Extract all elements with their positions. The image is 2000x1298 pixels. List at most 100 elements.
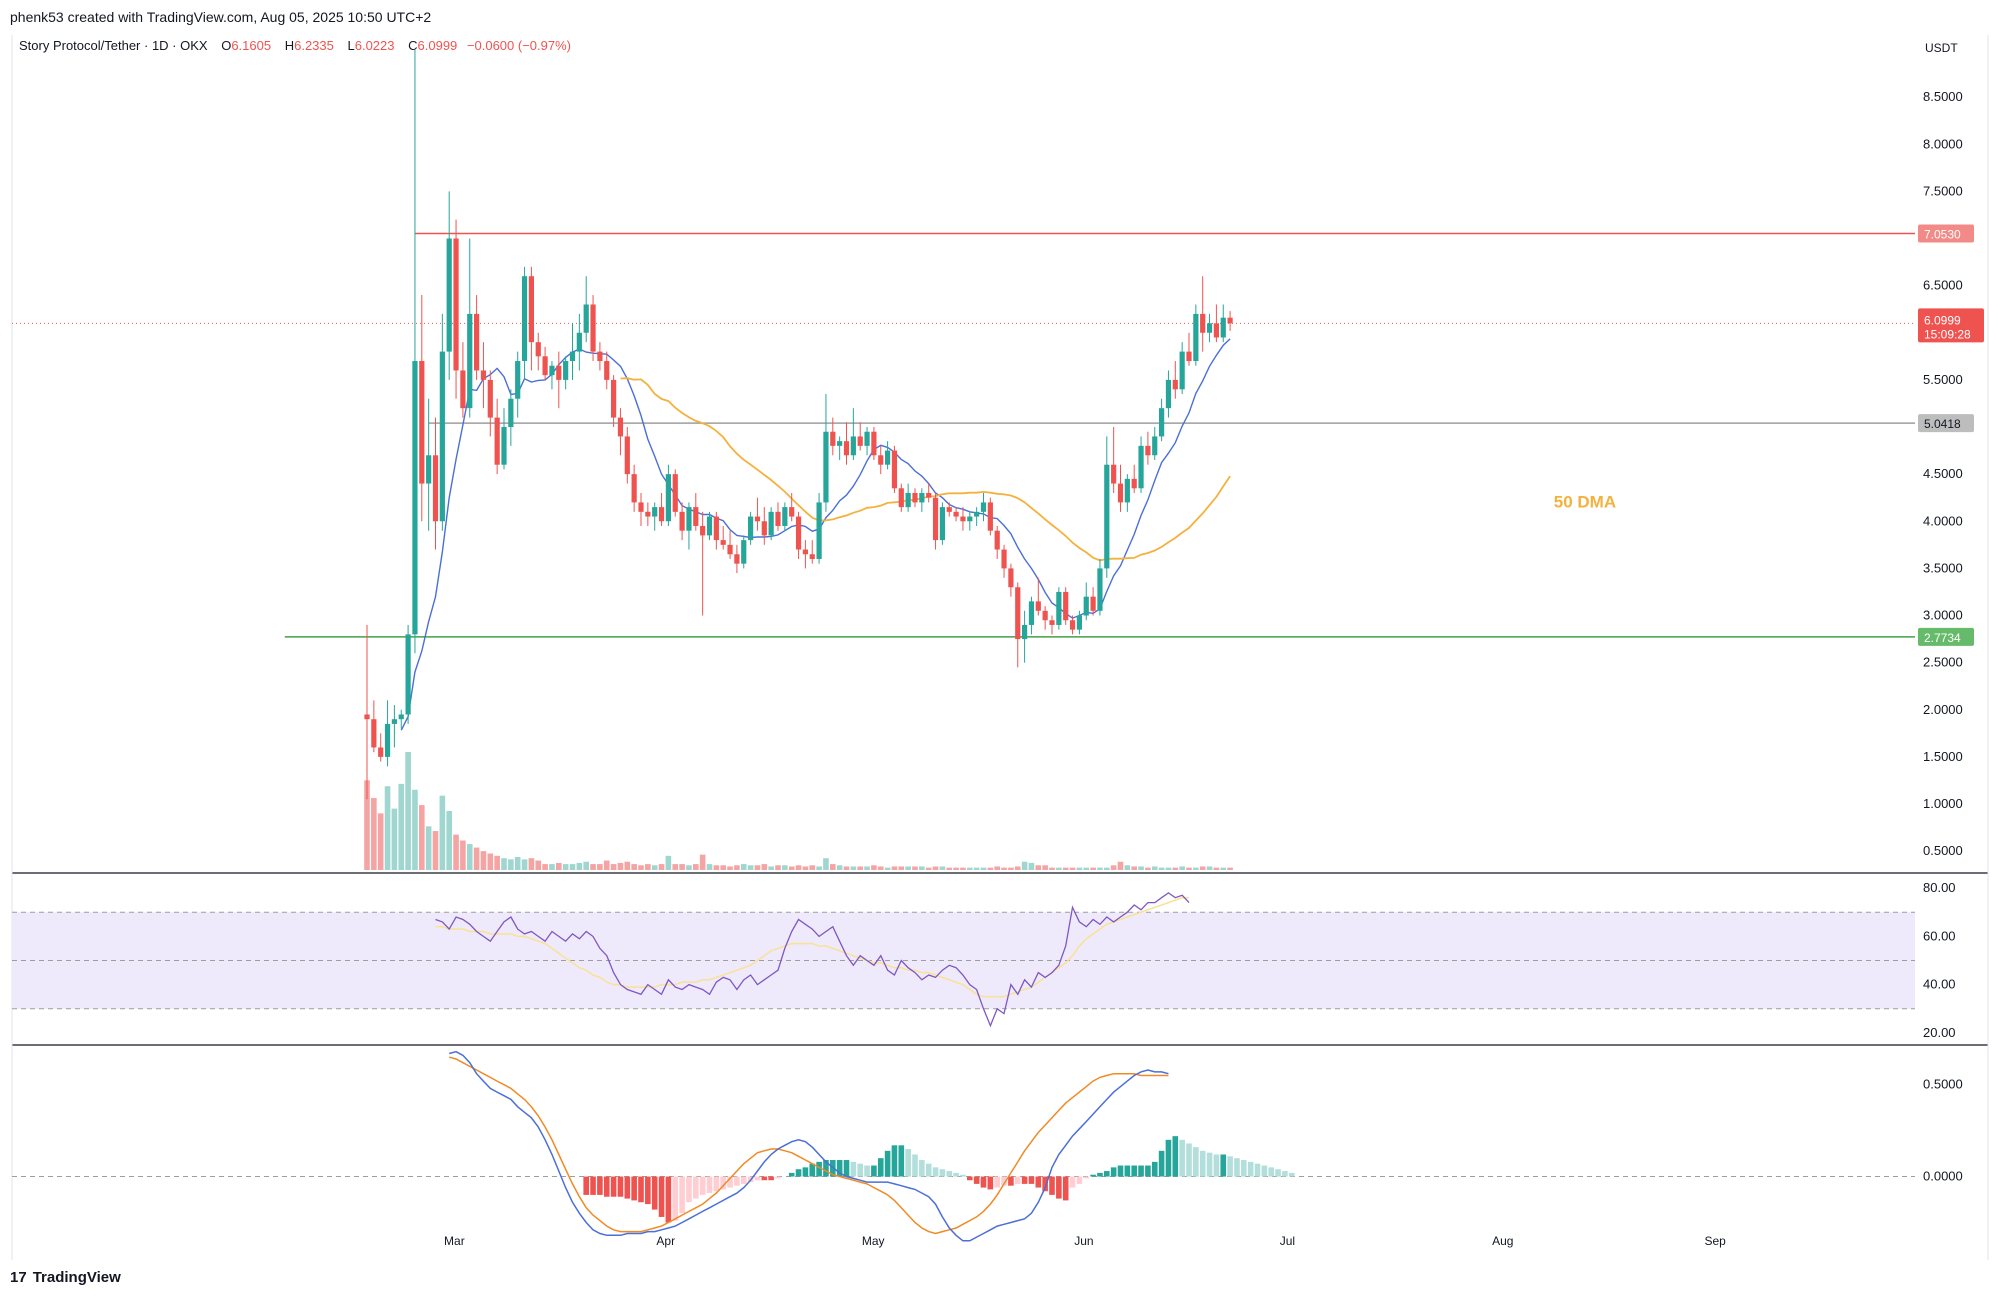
tradingview-brand[interactable]: 17 TradingView xyxy=(10,1269,121,1286)
volume-bar xyxy=(384,786,391,870)
chart-header: phenk53 created with TradingView.com, Au… xyxy=(10,9,432,25)
macd-histogram-bar xyxy=(1241,1160,1247,1177)
volume-bar xyxy=(775,865,781,870)
volume-bar xyxy=(1213,867,1220,870)
volume-bar xyxy=(377,813,384,870)
candle-body xyxy=(1008,568,1014,588)
candle-body xyxy=(754,516,761,522)
candle-body xyxy=(487,379,493,418)
candle-body xyxy=(1213,323,1219,338)
candle-body xyxy=(782,507,788,526)
volume-bar xyxy=(946,867,953,870)
macd-histogram-bar xyxy=(1008,1176,1014,1186)
candle-body xyxy=(980,502,987,512)
candle-body xyxy=(1076,615,1082,630)
macd-histogram-bar xyxy=(679,1176,685,1214)
volume-bar xyxy=(795,865,802,870)
candle-body xyxy=(761,521,767,536)
candle-body xyxy=(1159,408,1165,437)
volume-bar xyxy=(925,867,932,870)
macd-histogram-bar xyxy=(973,1176,980,1184)
candle-body xyxy=(1015,587,1021,640)
macd-histogram-bar xyxy=(699,1176,706,1195)
candle-body xyxy=(631,474,637,503)
candle-body xyxy=(364,714,370,720)
macd-histogram-bar xyxy=(754,1176,761,1181)
macd-histogram-bar xyxy=(624,1176,631,1199)
level-tag-label: 5.0418 xyxy=(1924,417,1961,431)
tradingview-brand-label: TradingView xyxy=(32,1269,121,1286)
candle-body xyxy=(919,492,925,503)
candle-body xyxy=(1083,596,1089,616)
macd-histogram-bar xyxy=(590,1176,596,1195)
candle-body xyxy=(734,554,740,564)
macd-histogram-bar xyxy=(693,1176,699,1199)
candle-body xyxy=(932,497,939,541)
x-tick-label: May xyxy=(862,1234,885,1248)
macd-signal-line xyxy=(449,1056,1169,1235)
candle-body xyxy=(460,370,466,409)
volume-bar xyxy=(412,789,418,870)
volume-bar xyxy=(494,855,500,870)
volume-bar xyxy=(884,867,891,870)
macd-histogram-bar xyxy=(1186,1143,1192,1177)
macd-histogram-bar xyxy=(1124,1165,1131,1177)
price-tick-label: 7.5000 xyxy=(1923,183,1963,198)
price-tick-label: 6.5000 xyxy=(1923,278,1963,293)
macd-histogram-bar xyxy=(734,1176,740,1186)
candle-body xyxy=(802,549,808,555)
macd-histogram-bar xyxy=(987,1176,994,1190)
x-tick-label: Apr xyxy=(656,1234,675,1248)
volume-bar xyxy=(562,864,569,870)
macd-histogram-bar xyxy=(651,1176,658,1210)
candle-body xyxy=(1227,317,1233,324)
volume-bar xyxy=(645,864,651,870)
volume-bar xyxy=(501,858,507,870)
volume-bar xyxy=(1158,867,1165,870)
candle-body xyxy=(419,361,425,484)
candle-body xyxy=(823,431,829,503)
macd-histogram-bar xyxy=(727,1176,733,1188)
candle-body xyxy=(1022,624,1028,640)
candle-body xyxy=(1097,568,1103,611)
candle-body xyxy=(494,417,500,465)
candle-body xyxy=(741,540,747,564)
volume-bar xyxy=(460,840,466,870)
volume-bar xyxy=(843,866,850,870)
close-label: C xyxy=(408,38,418,53)
candle-body xyxy=(535,342,541,357)
macd-histogram-bar xyxy=(775,1176,781,1179)
volume-bar xyxy=(871,865,877,870)
last-price-label: 6.0999 xyxy=(1924,313,1961,327)
low-label: L xyxy=(347,38,355,53)
volume-bar xyxy=(405,752,411,870)
macd-histogram-bar xyxy=(1220,1154,1227,1177)
volume-bar xyxy=(816,866,822,870)
macd-histogram-bar xyxy=(1028,1176,1035,1184)
symbol-label[interactable]: Story Protocol/Tether · 1D · OKX xyxy=(19,38,208,53)
candle-body xyxy=(1186,351,1192,362)
macd-histogram-bar xyxy=(631,1176,637,1201)
macd-histogram-bar xyxy=(1247,1161,1254,1177)
macd-histogram-bar xyxy=(1035,1176,1042,1188)
price-tick-label: 2.5000 xyxy=(1923,655,1963,670)
macd-histogram-bar xyxy=(638,1176,644,1203)
volume-bar xyxy=(932,866,939,870)
volume-bar xyxy=(1227,867,1233,870)
candle-body xyxy=(857,436,863,446)
macd-histogram-bar xyxy=(720,1176,726,1190)
candle-body xyxy=(713,516,719,541)
macd-histogram-bar xyxy=(665,1176,672,1223)
macd-histogram-bar xyxy=(1001,1176,1007,1186)
change-value: −0.0600 (−0.97%) xyxy=(466,38,571,53)
macd-histogram-bar xyxy=(884,1150,891,1177)
macd-histogram-bar xyxy=(919,1160,925,1177)
macd-histogram-bar xyxy=(1104,1171,1110,1177)
candle-body xyxy=(837,441,843,446)
open-label: O xyxy=(221,38,232,53)
macd-histogram-bar xyxy=(761,1176,768,1181)
volume-bar xyxy=(473,847,480,870)
macd-histogram-bar xyxy=(658,1176,665,1217)
candle-body xyxy=(549,365,555,376)
